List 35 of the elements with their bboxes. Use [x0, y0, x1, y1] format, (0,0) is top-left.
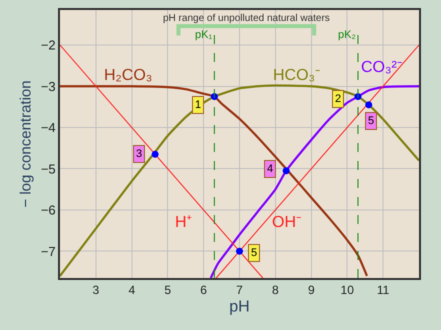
x-tick-label: 11 — [376, 283, 390, 298]
annotation: 5 — [368, 115, 374, 127]
annotation: 3 — [136, 148, 142, 160]
point — [236, 248, 243, 255]
x-tick-label: 3 — [92, 283, 100, 298]
y-tick-label: −6 — [40, 202, 56, 218]
annotation: 2 — [335, 93, 342, 105]
point — [282, 167, 290, 174]
annotation: 5 — [251, 247, 258, 259]
x-tick-label: 9 — [308, 283, 315, 298]
x-tick-label: 5 — [164, 283, 172, 298]
y-tick-label: −3 — [40, 78, 56, 94]
ref-line-label: pK₁ — [195, 29, 212, 41]
annotation: pH range of unpolluted natural waters — [163, 13, 330, 24]
series-label: H₂CO₃ — [104, 67, 152, 84]
y-axis-title: − log concentration — [18, 80, 35, 208]
x-tick-label: 6 — [200, 283, 208, 298]
point — [152, 150, 159, 158]
x-tick-label: 8 — [272, 283, 280, 298]
x-tick-label: 4 — [128, 283, 136, 298]
y-tick-label: −7 — [40, 244, 56, 259]
y-tick-label: −4 — [40, 120, 56, 136]
ref-line-label: pK₂ — [338, 29, 356, 41]
y-tick-label: −5 — [40, 161, 56, 176]
annotation: 4 — [267, 163, 274, 175]
x-tick-label: 10 — [340, 283, 354, 298]
line-series — [210, 85, 419, 278]
y-tick-label: −2 — [40, 38, 56, 53]
point — [365, 101, 372, 108]
series-label: HCO₃⁻ — [273, 67, 320, 84]
series-label: H⁺ — [175, 214, 192, 231]
x-axis-title: pH — [229, 298, 250, 316]
x-tick-label: 7 — [236, 283, 244, 298]
series-label: OH⁻ — [272, 214, 301, 231]
annotation: 1 — [195, 99, 202, 111]
